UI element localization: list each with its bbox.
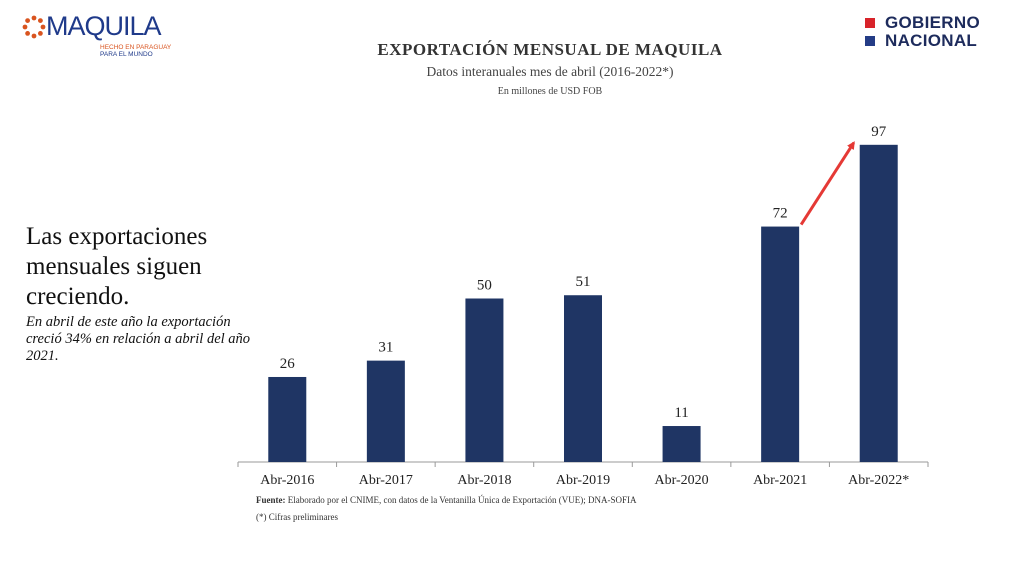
growth-arrow	[799, 141, 855, 226]
bar	[662, 426, 701, 462]
bar-data-label: 31	[378, 340, 393, 356]
gobierno-nacional-logo: GOBIERNO NACIONAL	[865, 14, 995, 54]
maquila-logo-mark-icon	[22, 15, 46, 39]
bar	[564, 295, 602, 462]
gobierno-logo-line-2: NACIONAL	[885, 31, 978, 50]
bar	[465, 298, 504, 462]
bar-data-label: 72	[773, 206, 788, 222]
maquila-logo: MAQUILA HECHO EN PARAGUAY PARA EL MUNDO	[22, 11, 171, 58]
source-label: Fuente:	[256, 495, 286, 505]
chart-title: EXPORTACIÓN MENSUAL DE MAQUILA	[377, 40, 723, 59]
footnote: (*) Cifras preliminares	[256, 512, 338, 522]
side-headline: Las exportaciones mensuales siguen creci…	[26, 223, 208, 310]
gobierno-blue-square-icon	[865, 36, 875, 46]
bar-data-label: 51	[576, 274, 591, 290]
source-note: Fuente: Elaborado por el CNIME, con dato…	[256, 495, 637, 505]
bar	[366, 360, 405, 462]
x-tick-label: Abr-2016	[260, 473, 314, 488]
chart-units: En millones de USD FOB	[497, 86, 603, 97]
maquila-tagline-2: PARA EL MUNDO	[100, 51, 153, 58]
x-tick-label: Abr-2021	[753, 473, 807, 488]
bar-data-label: 11	[674, 405, 688, 421]
side-note: En abril de este año la exportación crec…	[26, 314, 251, 364]
source-text: Elaborado por el CNIME, con datos de la …	[285, 495, 637, 505]
x-tick-label: Abr-2020	[654, 473, 708, 488]
x-tick-label: Abr-2019	[556, 473, 610, 488]
x-tick-label: Abr-2018	[457, 473, 511, 488]
bar	[761, 226, 800, 462]
maquila-tagline-1: HECHO EN PARAGUAY	[100, 44, 172, 51]
maquila-logo-text: MAQUILA	[46, 11, 162, 41]
bar-data-label: 50	[477, 278, 492, 294]
x-tick-label: Abr-2022*	[848, 473, 909, 488]
chart-subtitle: Datos interanuales mes de abril (2016-20…	[426, 64, 674, 79]
bar-data-label: 26	[280, 356, 296, 372]
x-tick-label: Abr-2017	[359, 473, 413, 488]
gobierno-logo-line-1: GOBIERNO	[885, 13, 980, 32]
bar	[268, 376, 307, 462]
bar-data-label: 97	[871, 124, 887, 140]
gobierno-red-square-icon	[865, 18, 875, 28]
side-commentary: Las exportaciones mensuales siguen creci…	[26, 222, 266, 365]
bar	[859, 144, 898, 462]
